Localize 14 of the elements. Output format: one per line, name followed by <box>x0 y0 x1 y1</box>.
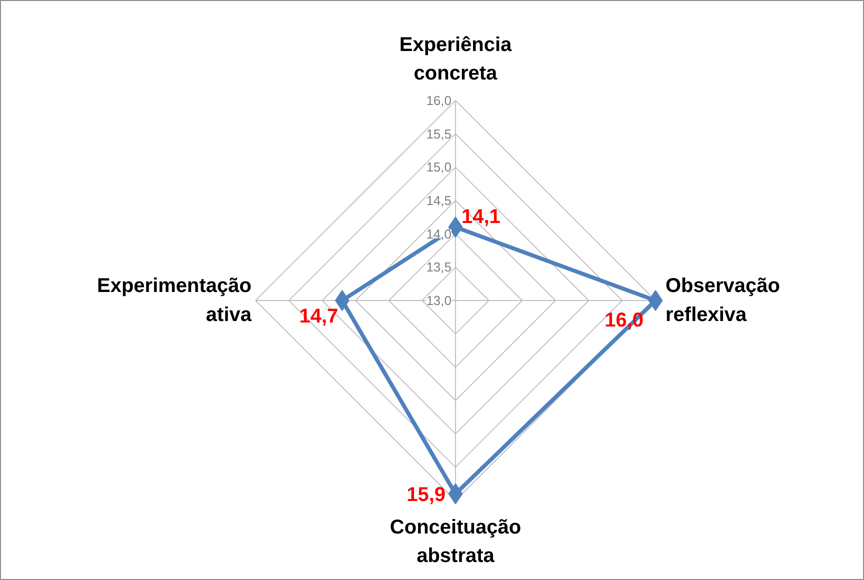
spoke-label: Conceituação abstrata <box>390 516 522 568</box>
y-tick-label: 13,0 <box>426 293 452 308</box>
y-tick-label: 15,0 <box>426 160 452 175</box>
data-label: 14,7 <box>299 306 338 328</box>
spoke-label: Experimentação ativa <box>96 275 252 326</box>
y-tick-label: 16,0 <box>426 93 452 108</box>
y-tick-label: 14,5 <box>426 193 452 208</box>
spoke-label: Observação reflexiva <box>666 275 780 326</box>
y-tick-label: 15,5 <box>426 126 452 142</box>
data-label: 15,9 <box>406 484 446 506</box>
data-label: 14,1 <box>462 206 500 228</box>
y-tick-label: 13,5 <box>426 260 452 275</box>
spoke-label: Experiência concreta <box>399 34 513 84</box>
y-tick-label: 14,0 <box>426 226 452 242</box>
